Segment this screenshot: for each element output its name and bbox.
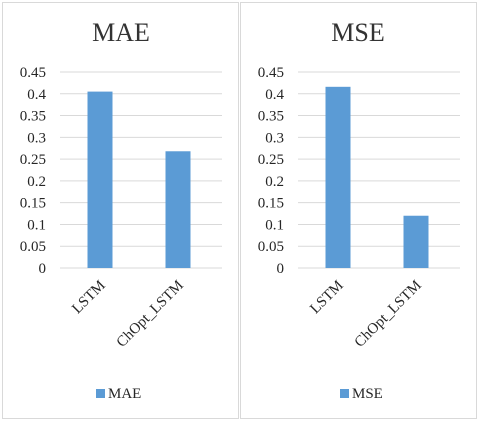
y-tick-label: 0.15 — [258, 196, 284, 212]
y-tick-label: 0.3 — [27, 130, 46, 146]
y-tick-label: 0.1 — [265, 217, 284, 233]
y-tick-label: 0.2 — [265, 174, 284, 190]
y-tick-label: 0.35 — [258, 109, 284, 125]
bar-chopt-lstm — [403, 215, 429, 268]
chart-panel-2: MSE00.050.10.150.20.250.30.350.40.45LSTM… — [240, 2, 477, 419]
y-tick-label: 0.4 — [27, 87, 46, 103]
y-tick-label: 0.4 — [265, 87, 284, 103]
y-tick-label: 0.05 — [20, 239, 46, 255]
y-tick-label: 0 — [39, 261, 47, 277]
y-tick-label: 0.25 — [20, 152, 46, 168]
y-tick-label: 0.15 — [20, 196, 46, 212]
bar-lstm — [87, 91, 113, 268]
y-tick-label: 0.2 — [27, 174, 46, 190]
legend-swatch — [96, 389, 105, 398]
chart-title: MSE — [331, 18, 384, 47]
y-tick-label: 0.05 — [258, 239, 284, 255]
y-tick-label: 0.3 — [265, 130, 284, 146]
y-tick-label: 0.45 — [258, 65, 284, 81]
chart-panel-1: MAE00.050.10.150.20.250.30.350.40.45LSTM… — [2, 2, 239, 419]
legend-label: MAE — [108, 386, 141, 402]
chart-title: MAE — [92, 18, 150, 47]
legend-swatch — [340, 389, 349, 398]
y-tick-label: 0.25 — [258, 152, 284, 168]
legend-label: MSE — [352, 386, 383, 402]
bar-chopt-lstm — [165, 151, 191, 268]
y-tick-label: 0.1 — [27, 217, 46, 233]
y-tick-label: 0.45 — [20, 65, 46, 81]
y-tick-label: 0.35 — [20, 109, 46, 125]
bar-lstm — [325, 86, 351, 268]
y-tick-label: 0 — [277, 261, 285, 277]
